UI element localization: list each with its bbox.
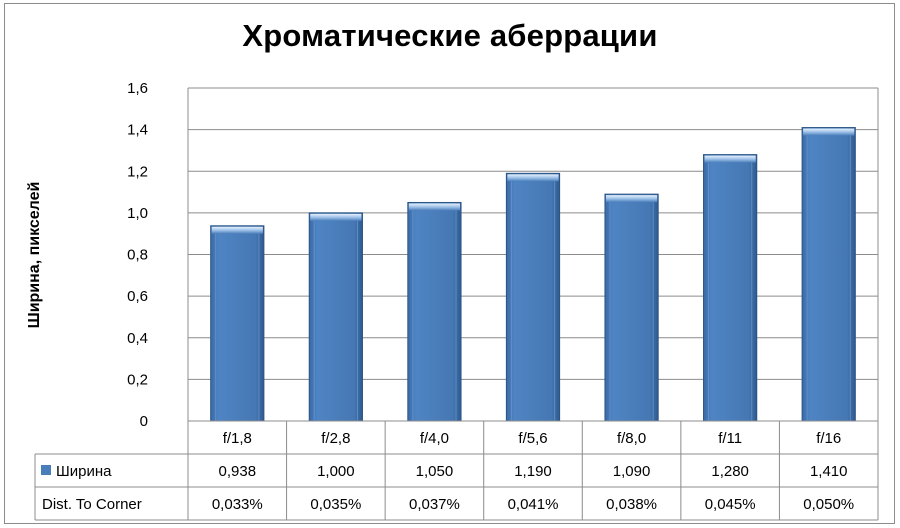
bar [801, 127, 856, 422]
y-tick-label: 0,8 [127, 247, 148, 264]
bar [308, 212, 363, 422]
bar-cap [211, 226, 263, 234]
data-table: f/1,8 f/2,8 f/4,0 f/5,6 f/8,0 f/11 f/16 Ширина D… [34, 420, 879, 521]
table-cell: 0,041% [508, 496, 559, 513]
y-tick-label: 1,2 [127, 163, 148, 180]
table-cell: 0,033% [212, 496, 263, 513]
bar-cap [803, 128, 855, 136]
category-label: f/11 [718, 430, 742, 447]
y-tick-label: 0 [140, 413, 148, 430]
table-cell: 1,410 [810, 463, 848, 480]
table-cell: 1,280 [711, 463, 749, 480]
table-cell: 0,938 [219, 463, 257, 480]
bar [604, 193, 659, 422]
y-tick-label: 1,4 [127, 122, 148, 139]
table-cell: 1,190 [514, 463, 552, 480]
y-tick-label: 1,6 [127, 80, 148, 97]
bar-cap [605, 195, 658, 203]
bar-cap [507, 174, 559, 182]
table-cell: 1,090 [613, 463, 651, 480]
category-label: f/5,6 [518, 430, 547, 447]
legend-swatch [41, 465, 51, 475]
bar-cap [408, 203, 461, 211]
table-cell: 0,045% [705, 496, 756, 513]
table-row-label: Dist. To Corner [42, 496, 142, 513]
category-label: f/16 [816, 430, 841, 447]
category-label: f/1,8 [223, 430, 252, 447]
bar [505, 172, 561, 422]
y-ticks: 0 0,2 0,4 0,6 0,8 1,0 1,2 1,4 1,6 [127, 80, 148, 430]
bar-cap [310, 213, 362, 221]
y-tick-label: 0,4 [127, 330, 148, 347]
bar [703, 154, 758, 422]
bar [210, 225, 265, 422]
table-cell: 0,038% [606, 496, 657, 513]
y-tick-label: 0,2 [127, 371, 148, 388]
table-cell: 0,035% [310, 496, 361, 513]
category-label: f/4,0 [420, 430, 449, 447]
table-cell: 0,050% [803, 496, 854, 513]
chart-title: Хроматические аберрации [242, 18, 658, 53]
bar-cap [704, 155, 756, 163]
table-cell: 1,000 [317, 463, 355, 480]
y-tick-label: 0,6 [127, 288, 148, 305]
bar [407, 201, 462, 422]
category-label: f/2,8 [321, 430, 350, 447]
category-label: f/8,0 [617, 430, 646, 447]
y-tick-label: 1,0 [127, 205, 148, 222]
table-cell: 1,050 [416, 463, 454, 480]
table-row-label: Ширина [56, 463, 112, 480]
table-cell: 0,037% [409, 496, 460, 513]
